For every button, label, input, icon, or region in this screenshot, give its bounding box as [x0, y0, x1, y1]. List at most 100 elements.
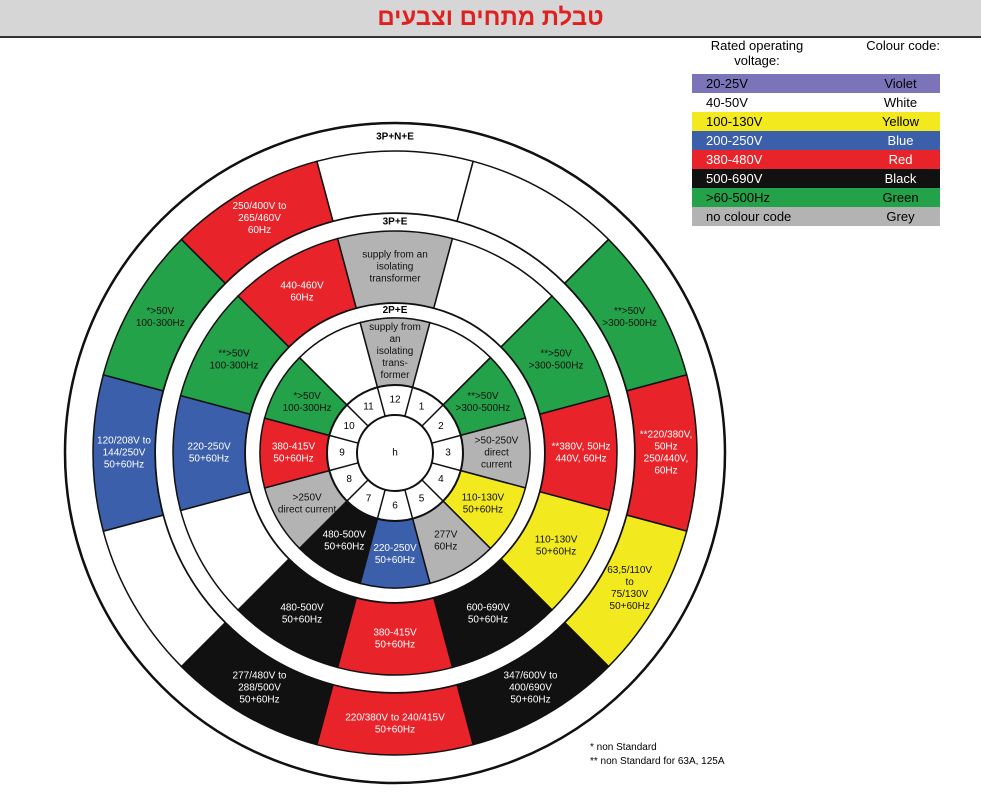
number-divider	[329, 434, 359, 444]
sector-label: 480-500V	[323, 530, 367, 541]
sector-label: 100-300Hz	[209, 361, 258, 372]
sector-label: 100-300Hz	[136, 318, 185, 329]
clock-number: 5	[419, 494, 425, 505]
center-label: h	[392, 448, 398, 459]
voltage: 20-25V	[706, 76, 748, 91]
sector-label: *>50V	[147, 306, 175, 317]
sector-label: current	[481, 460, 512, 471]
sector-label: 50+60Hz	[375, 725, 415, 736]
ring-name: 3P+E	[383, 217, 408, 228]
legend-row: >60-500Hz Green	[692, 188, 940, 207]
sector-label: 60Hz	[248, 225, 271, 236]
sector	[315, 150, 475, 223]
voltage: 500-690V	[706, 171, 763, 186]
center-disc	[356, 414, 434, 492]
sector-label: an	[389, 334, 400, 345]
legend-row: no colour code Grey	[692, 207, 940, 226]
sector-label: 60Hz	[290, 293, 313, 304]
sector-label: >300-500Hz	[529, 361, 584, 372]
sector-label: transformer	[369, 274, 421, 285]
number-divider	[346, 404, 369, 427]
sector-label: 380-415V	[373, 628, 417, 639]
ring-name: 3P+N+E	[376, 132, 414, 143]
voltage: 380-480V	[706, 152, 763, 167]
number-divider	[431, 462, 461, 472]
sector-label: 220-250V	[187, 442, 231, 453]
clock-number: 11	[363, 402, 374, 413]
sector-label: 75/130V	[611, 589, 649, 600]
number-divider	[346, 479, 369, 502]
sector-label: 50+60Hz	[468, 615, 508, 626]
sector-label: 50+60Hz	[463, 504, 503, 515]
colour-name: White	[883, 95, 918, 110]
sector-label: *>50V	[293, 391, 321, 402]
sector-label: direct current	[278, 504, 337, 515]
legend-row: 100-130V Yellow	[692, 112, 940, 131]
band-line	[64, 122, 726, 784]
sector	[180, 160, 334, 285]
sector-label: supply from an	[362, 250, 428, 261]
sector-label: 220/380V to 240/415V	[345, 713, 445, 724]
number-divider	[421, 479, 444, 502]
sector-label: 400/690V	[509, 682, 552, 693]
number-divider	[329, 462, 359, 472]
sector-label: 60Hz	[654, 466, 677, 477]
sector	[236, 237, 358, 348]
sector-label: **>50V	[614, 306, 646, 317]
sector-label: **>50V	[467, 391, 499, 402]
sector-label: **>50V	[218, 349, 250, 360]
clock-number: 1	[419, 402, 425, 413]
sector-label: >300-500Hz	[456, 403, 511, 414]
legend-row: 380-480V Red	[692, 150, 940, 169]
sector-label: 288/500V	[238, 682, 281, 693]
legend-row: 20-25V Violet	[692, 74, 940, 93]
sector-label: 50+60Hz	[610, 601, 650, 612]
sector-label: supply from	[369, 322, 421, 333]
legend-row: 40-50V White	[692, 93, 940, 112]
sector-label: 50+60Hz	[510, 694, 550, 705]
legend-header: Rated operating voltage: Colour code:	[692, 38, 940, 74]
number-divider	[431, 434, 461, 444]
sector-label: **>50V	[540, 349, 572, 360]
sector-label: >300-500Hz	[602, 318, 657, 329]
sector-label: 600-690V	[466, 603, 510, 614]
sector-label: 440-460V	[280, 281, 324, 292]
sector-label: 50+60Hz	[104, 460, 144, 471]
sector-label: 480-500V	[280, 603, 324, 614]
colour-name: Yellow	[881, 114, 920, 129]
clock-number: 12	[389, 395, 401, 406]
sector-label: 250/440V,	[644, 454, 689, 465]
sector-label: **380V, 50Hz	[551, 442, 610, 453]
legend: Rated operating voltage: Colour code: 20…	[692, 38, 940, 226]
sector-label: 63,5/110V	[607, 565, 652, 576]
voltage: no colour code	[706, 209, 792, 224]
clock-number: 6	[392, 501, 398, 512]
sector-label: 50Hz	[654, 442, 677, 453]
colour-name: Black	[884, 171, 917, 186]
number-divider	[404, 387, 414, 417]
sector-label: 50+60Hz	[536, 547, 576, 558]
clock-number: 7	[366, 494, 372, 505]
sector-label: 50+60Hz	[375, 555, 415, 566]
header: טבלת מתחים וצבעים	[0, 0, 981, 38]
colour-name: Grey	[886, 209, 915, 224]
voltage: 200-250V	[706, 133, 763, 148]
number-divider	[376, 387, 386, 417]
clock-number: 4	[438, 474, 444, 485]
colour-name: Violet	[884, 76, 917, 91]
sector-label: to	[626, 577, 635, 588]
footnote: ** non Standard for 63A, 125A	[590, 756, 725, 767]
legend-row: 500-690V Black	[692, 169, 940, 188]
sector-label: 347/600V to	[504, 670, 558, 681]
sector-label: 120/208V to	[97, 436, 151, 447]
sector-label: 220-250V	[373, 543, 417, 554]
sector-label: 60Hz	[434, 542, 457, 553]
sector-label: 50+60Hz	[324, 542, 364, 553]
clock-number: 2	[438, 421, 444, 432]
sector-label: 144/250V	[103, 448, 146, 459]
sector-label: former	[381, 370, 411, 381]
legend-header-cell: Colour code:	[866, 38, 940, 53]
number-divider	[421, 404, 444, 427]
